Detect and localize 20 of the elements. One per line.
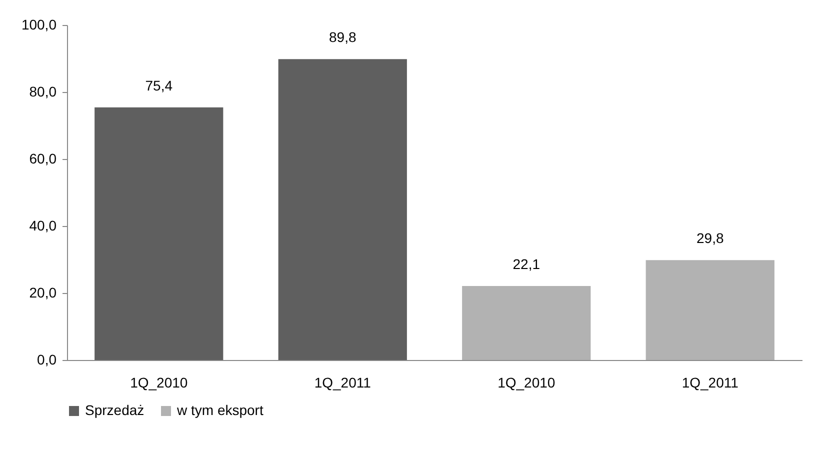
- x-tick-label: 1Q_2010: [130, 374, 188, 390]
- y-tick-label: 100,0: [21, 16, 57, 32]
- x-tick-label: 1Q_2011: [682, 374, 739, 390]
- y-tick-label: 40,0: [29, 218, 57, 234]
- bar: [278, 59, 407, 360]
- y-tick-label: 80,0: [29, 84, 57, 100]
- data-label: 29,8: [696, 230, 724, 246]
- legend-label: Sprzedaż: [85, 402, 144, 418]
- data-label: 22,1: [512, 256, 540, 272]
- y-tick-label: 20,0: [29, 284, 57, 300]
- data-label: 75,4: [145, 77, 173, 94]
- bar: [94, 107, 224, 360]
- bar: [646, 260, 774, 360]
- legend-label: w tym eksport: [176, 402, 264, 418]
- bar: [462, 286, 591, 360]
- x-tick-label: 1Q_2010: [498, 374, 556, 390]
- x-tick-label: 1Q_2011: [314, 374, 372, 390]
- data-label: 89,8: [329, 29, 356, 46]
- y-tick-label: 0,0: [37, 352, 57, 368]
- y-tick-label: 60,0: [29, 150, 57, 166]
